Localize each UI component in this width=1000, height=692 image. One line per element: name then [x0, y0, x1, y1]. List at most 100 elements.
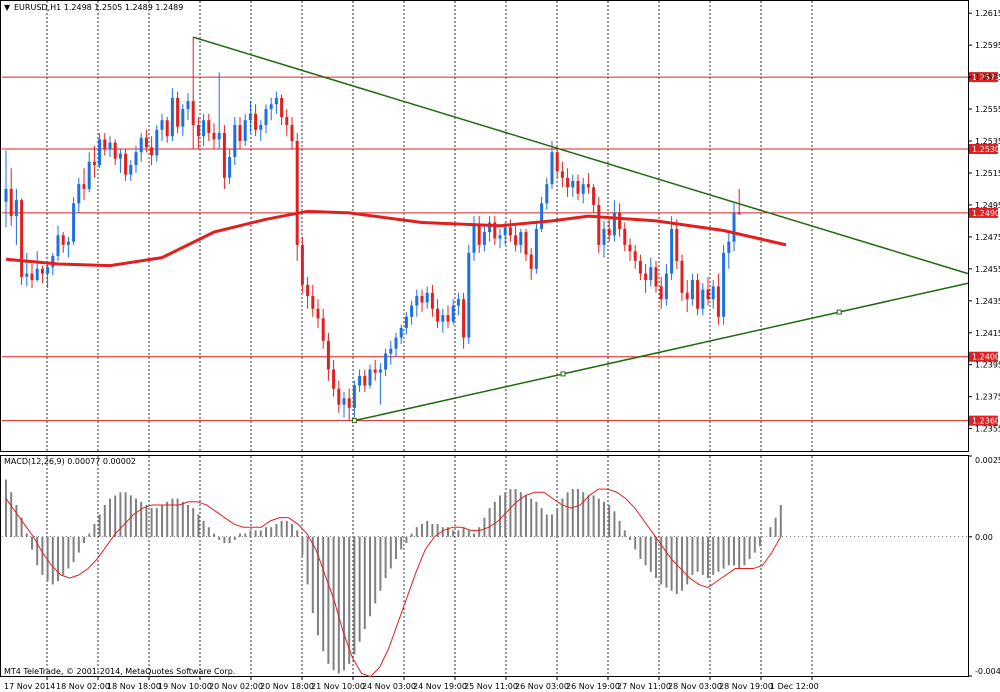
candle-body [441, 315, 445, 322]
candle-body [612, 212, 616, 236]
candle-body [259, 125, 263, 130]
time-label: 24 Nov 03:00 [362, 682, 416, 691]
candle-body [514, 235, 518, 245]
candle-body [623, 228, 627, 245]
candle-body [368, 369, 372, 386]
candle-body [644, 273, 648, 281]
candle-body [248, 113, 252, 121]
level-tag-label: 1.2360 [972, 417, 1000, 426]
candle-body [602, 228, 606, 245]
candle-body [592, 187, 596, 205]
level-tag [969, 351, 998, 362]
candle-body [618, 212, 622, 229]
time-label: 21 Nov 10:00 [311, 682, 365, 691]
horizontal-levels: 1.2575 1.2530 1.2490 1.2400 1.2360 [2, 72, 1000, 426]
price-tick-label: 1.2455 [975, 265, 1000, 274]
candle-body [170, 97, 174, 137]
candle-body [352, 385, 356, 408]
candle-body [280, 97, 284, 118]
candle-body [477, 225, 481, 245]
candle-body [607, 228, 611, 236]
candle-body [560, 171, 564, 178]
level-tag-label: 1.2490 [972, 209, 1000, 218]
level-tag-label: 1.2530 [972, 145, 1000, 154]
candle-body [503, 227, 507, 236]
candle-body [430, 292, 434, 309]
candle-body [706, 289, 710, 300]
candle-body [384, 353, 388, 370]
candle-body [285, 117, 289, 126]
candle-body [321, 318, 325, 341]
price-menu-arrow[interactable]: ▼ [4, 3, 11, 12]
candle-body [212, 133, 216, 140]
candle-body [378, 369, 382, 373]
candle-body [40, 268, 44, 274]
candle-body [628, 244, 632, 252]
price-tick-label: 1.2555 [975, 105, 1000, 114]
candle-body [482, 232, 486, 245]
candle-body [597, 204, 601, 245]
candle-body [238, 125, 242, 142]
candle-body [254, 113, 258, 130]
candle-body [581, 184, 585, 194]
candle-body [306, 284, 310, 297]
candle-body [519, 232, 523, 245]
macd-histogram [5, 479, 782, 674]
macd-tick-label: 0.00 [975, 533, 993, 542]
price-tick-label: 1.2595 [975, 41, 1000, 50]
candle-body [415, 296, 419, 306]
price-panel[interactable] [0, 0, 969, 452]
candle-body [493, 222, 497, 239]
time-label: 20 Nov 02:00 [209, 682, 263, 691]
candle-body [274, 97, 278, 105]
candle-body [685, 292, 689, 300]
candle-body [155, 129, 159, 156]
candle-body [113, 142, 117, 159]
candlesticks [4, 37, 741, 421]
time-label: 26 Nov 03:00 [515, 682, 569, 691]
trendline-lower [354, 282, 969, 422]
candle-body [332, 369, 336, 389]
price-tick-label: 1.2495 [975, 201, 1000, 210]
time-label: 20 Nov 18:00 [260, 682, 314, 691]
candle-body [14, 200, 18, 217]
macd-signal-line [5, 488, 782, 678]
candle-body [555, 152, 559, 172]
time-label: 17 Nov 2014 [4, 682, 55, 691]
candle-body [488, 222, 492, 233]
candle-body [436, 308, 440, 322]
candle-body [701, 289, 705, 309]
macd-axis: 0.00254 0.00 -0.00438 [968, 455, 1000, 677]
candle-body [311, 296, 315, 309]
trendline-anchor [560, 371, 566, 377]
candle-body [233, 125, 237, 157]
level-tag [969, 144, 998, 155]
price-title: EURUSD,H1 1.2498 1.2505 1.2489 1.2489 [14, 3, 183, 12]
candle-body [716, 286, 720, 317]
candle-body [264, 109, 268, 126]
candle-body [217, 133, 221, 140]
candle-body [633, 251, 637, 261]
candle-body [144, 137, 148, 148]
candle-body [98, 139, 102, 165]
candle-body [649, 267, 653, 281]
candle-body [269, 104, 273, 110]
time-label: 25 Nov 11:00 [464, 682, 518, 691]
macd-signal [5, 488, 782, 678]
candle-body [35, 268, 39, 281]
candle-body [92, 161, 96, 165]
candle-body [228, 156, 232, 178]
candle-body [337, 388, 341, 405]
candle-body [680, 260, 684, 293]
level-tag [969, 415, 998, 426]
candle-body [295, 141, 299, 245]
candle-body [243, 120, 247, 142]
candle-body [87, 161, 91, 189]
price-tick-label: 1.2415 [975, 329, 1000, 338]
price-tick-label: 1.2375 [975, 393, 1000, 402]
macd-panel[interactable] [0, 455, 969, 677]
candle-body [82, 184, 86, 189]
